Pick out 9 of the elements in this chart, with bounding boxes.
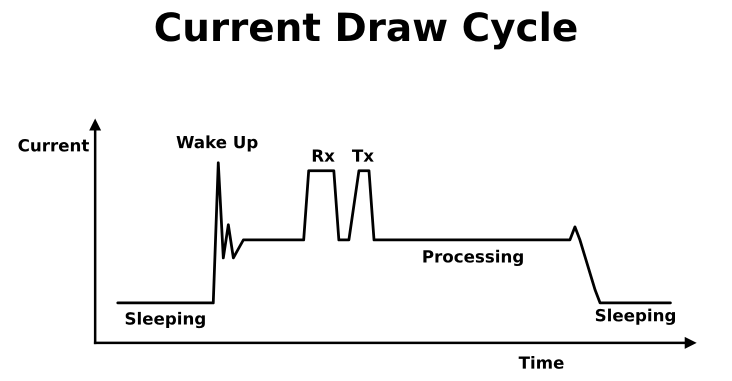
annotation: Sleeping bbox=[596, 308, 676, 325]
chart-title: Current Draw Cycle bbox=[156, 11, 576, 50]
text: Tx bbox=[352, 149, 374, 162]
x-axis-title: Time bbox=[518, 356, 564, 369]
text: Rx bbox=[312, 149, 335, 162]
annotation: Processing bbox=[423, 250, 523, 266]
y-axis-title: Current bbox=[18, 138, 89, 152]
annotation: Sleeping bbox=[126, 312, 205, 328]
text: Wake Up bbox=[176, 135, 258, 152]
